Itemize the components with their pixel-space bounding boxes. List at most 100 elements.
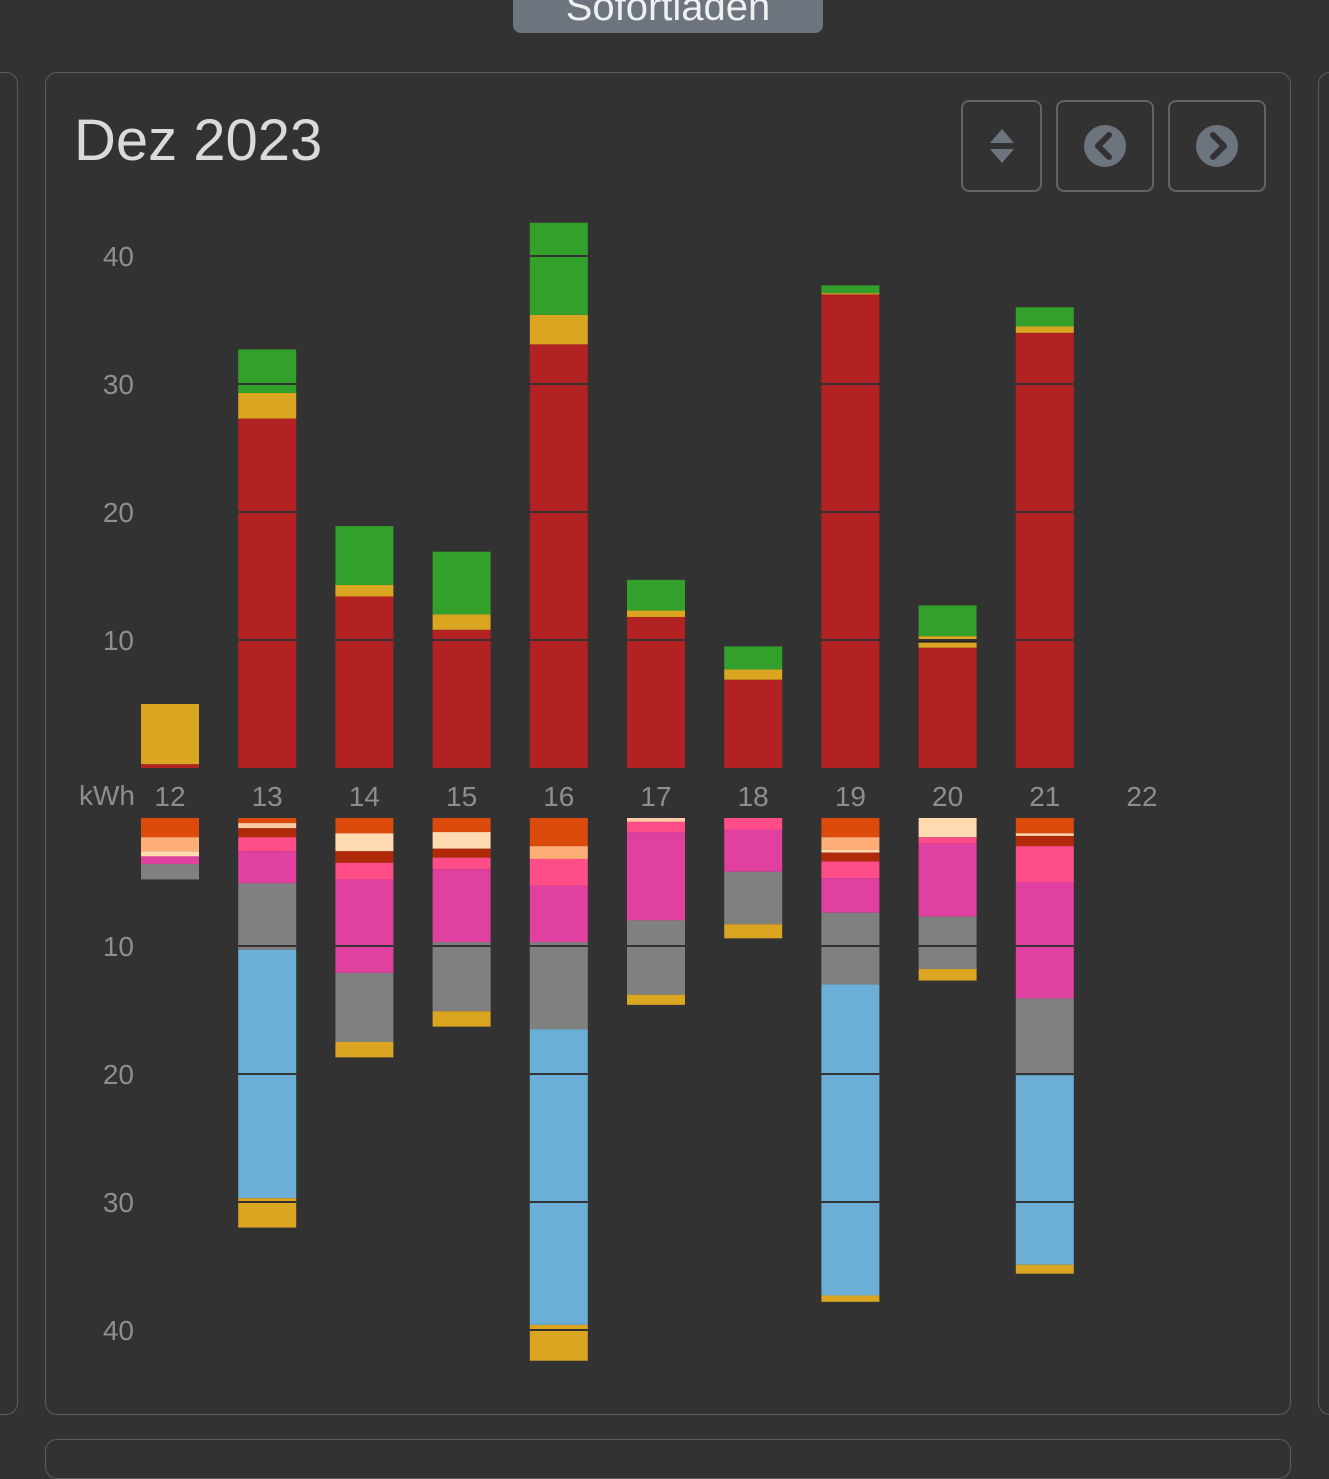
bar-segment-lower (821, 837, 880, 850)
bar-segment-lower (335, 851, 394, 863)
bar-segment-lower (1015, 882, 1074, 999)
bar-segment-upper (529, 314, 588, 345)
bar-segment-lower (529, 942, 588, 1030)
bar-segment-lower (238, 837, 297, 852)
bar-segment-lower (529, 818, 588, 847)
bar-segment-lower (141, 837, 199, 852)
previous-month-button[interactable] (1056, 100, 1154, 192)
bar-segment-lower (627, 821, 685, 833)
toggle-view-button[interactable] (961, 100, 1042, 192)
bar-segment-upper (141, 704, 199, 765)
energy-chart-card: Dez 2023 10 20 30 40 10 20 30 40 kWh 12 13 14 15 16 17… (45, 72, 1291, 1415)
x-tick-label: 12 (154, 781, 185, 812)
bar-segment-upper (529, 222, 588, 315)
bar-segment-upper (627, 579, 685, 611)
y-tick-label-lower: 20 (103, 1059, 134, 1090)
bar-segment-lower (529, 846, 588, 859)
bar-segment-lower (627, 920, 685, 995)
unit-label: kWh (79, 780, 135, 811)
bar-segment-lower (821, 1295, 880, 1302)
bar-segment-lower (821, 850, 880, 853)
bar-segment-upper (1015, 307, 1074, 327)
chevron-left-circle-icon (1083, 124, 1127, 168)
y-tick-label-lower: 10 (103, 931, 134, 962)
bar-segment-lower (335, 833, 394, 852)
neighbor-card-left (0, 72, 18, 1415)
bar-segment-lower (724, 818, 783, 830)
bar-segment-lower (238, 823, 297, 829)
bar-segment-upper (918, 636, 977, 640)
bar-segment-lower (238, 818, 297, 824)
sort-icon (987, 126, 1017, 166)
bar-segment-upper (335, 584, 394, 597)
bar-segment-lower (141, 864, 199, 880)
bar-segment-lower (1015, 833, 1074, 836)
bar-segment-lower (238, 828, 297, 838)
bar-segment-lower (432, 942, 491, 1012)
bar-segment-upper (821, 294, 880, 768)
x-tick-label: 18 (738, 781, 769, 812)
y-tick-label-lower: 40 (103, 1315, 134, 1346)
bar-segment-lower (627, 994, 685, 1005)
bar-segment-lower (821, 984, 880, 1296)
bar-segment-lower (821, 878, 880, 913)
bar-segment-upper (918, 642, 977, 648)
x-tick-label: 13 (252, 781, 283, 812)
bar-segment-lower (141, 818, 199, 838)
x-tick-label: 21 (1029, 781, 1060, 812)
card-title: Dez 2023 (74, 108, 323, 173)
bar-segment-lower (529, 1029, 588, 1325)
bar-segment-lower (141, 856, 199, 865)
bar-segment-lower (529, 858, 588, 886)
bar-segment-upper (432, 614, 491, 630)
bar-segment-upper (335, 526, 394, 585)
bar-segment-upper (529, 344, 588, 768)
neighbor-card-right (1318, 72, 1329, 1415)
bar-segment-lower (1015, 1264, 1074, 1274)
bar-segment-upper (724, 669, 783, 680)
bar-segment-lower (724, 871, 783, 925)
bar-segment-lower (238, 883, 297, 950)
bar-segment-upper (1015, 326, 1074, 333)
bar-segment-upper (724, 679, 783, 768)
bar-segment-upper (918, 647, 977, 768)
bar-segment-lower (724, 924, 783, 939)
bar-segment-lower (141, 851, 199, 857)
sofortladen-button[interactable]: Sofortladen (513, 0, 823, 33)
bar-segment-lower (432, 832, 491, 849)
bar-segment-lower (821, 861, 880, 879)
bar-segment-lower (1015, 998, 1074, 1076)
y-tick-label-upper: 20 (103, 497, 134, 528)
bar-segment-lower (821, 912, 880, 985)
x-tick-label: 15 (446, 781, 477, 812)
bar-segment-upper (1015, 332, 1074, 768)
next-month-button[interactable] (1168, 100, 1266, 192)
bar-segment-lower (1015, 818, 1074, 834)
bar-segment-lower (1015, 835, 1074, 847)
x-tick-label: 22 (1126, 781, 1157, 812)
bar-segment-lower (821, 852, 880, 862)
bar-segment-lower (432, 1011, 491, 1027)
bar-segment-upper (918, 640, 977, 643)
bar-segment-lower (1015, 1075, 1074, 1265)
bar-segment-lower (918, 916, 977, 970)
bar-segment-lower (432, 818, 491, 833)
bar-segment-lower (432, 869, 491, 943)
x-tick-label: 16 (543, 781, 574, 812)
x-tick-label: 20 (932, 781, 963, 812)
chevron-right-circle-icon (1195, 124, 1239, 168)
bar-segment-lower (627, 832, 685, 921)
bar-segment-upper (432, 629, 491, 768)
bar-segment-upper (918, 605, 977, 637)
bar-segment-upper (238, 392, 297, 419)
bar-segment-lower (335, 879, 394, 973)
bar-segment-upper (141, 764, 199, 768)
x-tick-label: 19 (835, 781, 866, 812)
bar-segment-upper (238, 418, 297, 768)
energy-bar-chart: 10 20 30 40 10 20 30 40 kWh 12 13 14 15 16 17 18 19 20 21 2… (79, 222, 1158, 1361)
bar-segment-lower (238, 851, 297, 884)
bar-segment-upper (724, 646, 783, 670)
bar-segment-upper (627, 610, 685, 617)
bar-segment-lower (335, 972, 394, 1042)
x-tick-label: 17 (640, 781, 671, 812)
